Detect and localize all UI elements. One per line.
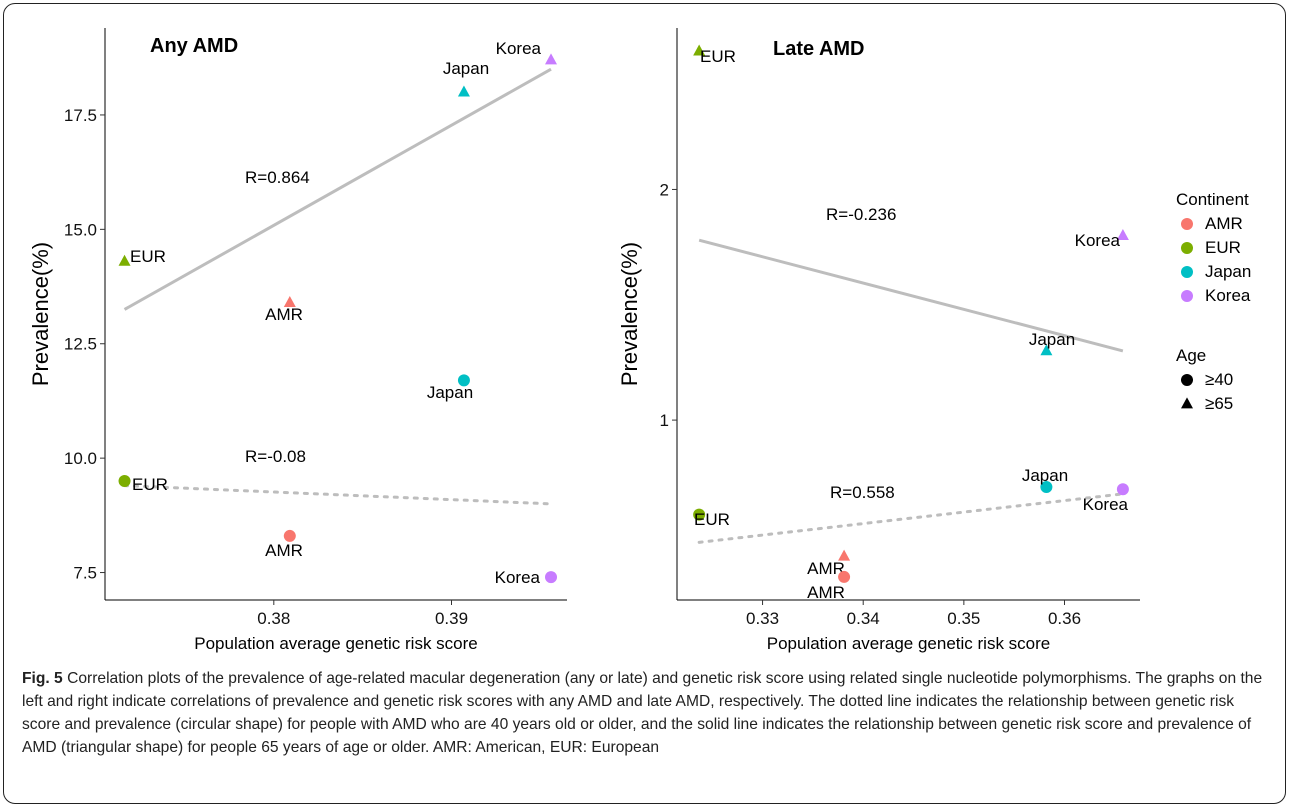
y-tick-label: 15.0: [64, 220, 97, 239]
correlation-label: R=-0.08: [245, 447, 306, 466]
point-label: Japan: [427, 383, 473, 402]
y-tick-label: 7.5: [73, 564, 97, 583]
x-tick-label: 0.38: [257, 609, 290, 628]
caption-text: Correlation plots of the prevalence of a…: [22, 670, 1262, 756]
y-tick-label: 12.5: [64, 335, 97, 354]
point-label: Korea: [495, 568, 541, 587]
correlation-label: R=0.558: [830, 483, 895, 502]
legend-label: ≥65: [1205, 394, 1233, 413]
legend-label: Japan: [1205, 262, 1251, 281]
x-axis-title: Population average genetic risk score: [194, 634, 478, 653]
y-tick-label: 17.5: [64, 106, 97, 125]
fit-line-dotted: [699, 494, 1123, 542]
fit-line-dotted: [125, 486, 551, 504]
point-label: AMR: [265, 541, 303, 560]
point-label: Japan: [1029, 330, 1075, 349]
chart-panel-2: 1 2 0.33 0.34 0.35 0.36 Population average gen…: [617, 28, 1140, 653]
figure-caption: Fig. 5 Correlation plots of the prevalen…: [22, 667, 1272, 759]
correlation-label: R=0.864: [245, 168, 310, 187]
data-point-eur: [119, 475, 131, 487]
point-label: Korea: [1075, 231, 1121, 250]
chart-panel-1: 7.5 10.0 12.5 15.0 17.5 0.38 0.39 Population av…: [28, 28, 567, 653]
point-label: EUR: [132, 475, 168, 494]
data-point-japan: [458, 85, 470, 96]
point-label: Korea: [496, 39, 542, 58]
correlation-label: R=-0.236: [826, 205, 896, 224]
figure-charts: 7.5 10.0 12.5 15.0 17.5 0.38 0.39 Population av…: [0, 0, 1290, 665]
y-tick-label: 1: [660, 411, 669, 430]
fit-line-solid: [125, 69, 551, 309]
point-label: Japan: [1022, 466, 1068, 485]
x-axis-title: Population average genetic risk score: [767, 634, 1051, 653]
panel-title: Any AMD: [150, 35, 238, 57]
legend-label: EUR: [1205, 238, 1241, 257]
point-label: AMR: [807, 583, 845, 602]
data-point-korea: [545, 571, 557, 583]
y-tick-label: 10.0: [64, 449, 97, 468]
y-tick-label: 2: [660, 180, 669, 199]
point-label: AMR: [265, 305, 303, 324]
legend-marker-amr: [1181, 218, 1193, 230]
caption-label: Fig. 5: [22, 670, 63, 687]
legend-title-age: Age: [1176, 346, 1206, 365]
panel-title: Late AMD: [773, 38, 864, 60]
legend-marker-japan: [1181, 266, 1193, 278]
y-axis-title: Prevalence(%): [617, 242, 642, 386]
legend-title-continent: Continent: [1176, 190, 1249, 209]
point-label: EUR: [700, 47, 736, 66]
data-point-eur: [119, 255, 131, 266]
x-tick-label: 0.33: [746, 609, 779, 628]
y-axis-title: Prevalence(%): [28, 242, 53, 386]
data-point-korea: [545, 53, 557, 64]
x-tick-label: 0.39: [435, 609, 468, 628]
legend: Continent AMR EUR Japan Korea Age ≥40 ≥65: [1176, 190, 1251, 413]
legend-marker-circle: [1181, 374, 1193, 386]
legend-label: ≥40: [1205, 370, 1233, 389]
legend-marker-eur: [1181, 242, 1193, 254]
point-label: Japan: [443, 59, 489, 78]
x-tick-label: 0.35: [947, 609, 980, 628]
legend-label: AMR: [1205, 214, 1243, 233]
legend-label: Korea: [1205, 286, 1251, 305]
x-tick-label: 0.34: [847, 609, 880, 628]
legend-marker-korea: [1181, 290, 1193, 302]
x-tick-label: 0.36: [1048, 609, 1081, 628]
point-label: EUR: [130, 247, 166, 266]
point-label: EUR: [694, 510, 730, 529]
point-label: Korea: [1083, 495, 1129, 514]
data-point-amr: [838, 571, 850, 583]
legend-marker-triangle: [1181, 397, 1193, 408]
data-point-korea: [1117, 483, 1129, 495]
